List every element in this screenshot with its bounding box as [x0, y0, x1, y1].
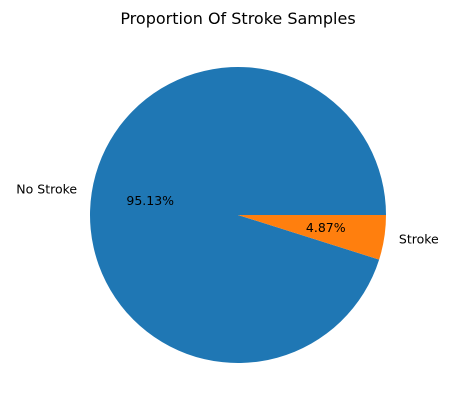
slice-percent-label: 4.87%	[306, 220, 346, 235]
chart-title: Proportion Of Stroke Samples	[120, 9, 355, 28]
slice-label: No Stroke	[16, 182, 77, 197]
pie-slices	[90, 67, 386, 363]
slice-percent-label: 95.13%	[126, 193, 174, 208]
slice-label: Stroke	[399, 231, 439, 246]
